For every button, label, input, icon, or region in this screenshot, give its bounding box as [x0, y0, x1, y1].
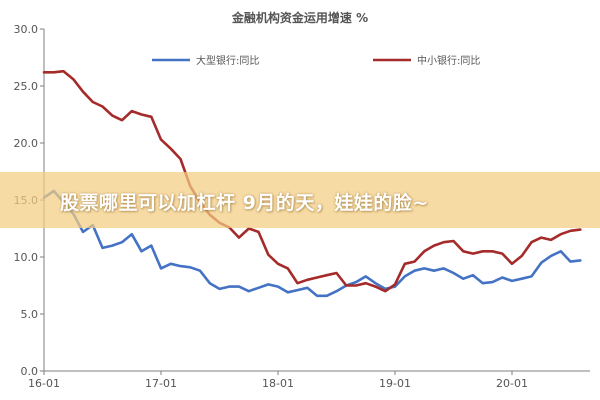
- x-tick-label: 18-01: [262, 377, 294, 390]
- y-tick-label: 20.0: [14, 137, 39, 150]
- overlay-text: 股票哪里可以加杠杆 9月的天，娃娃的脸~: [60, 192, 429, 214]
- series-line-1: [42, 189, 582, 298]
- y-tick-label: 25.0: [14, 80, 39, 93]
- y-tick-label: 10.0: [14, 251, 39, 264]
- legend-label-2: 中小银行:同比: [417, 54, 480, 67]
- y-tick-label: 5.0: [21, 308, 39, 321]
- chart-title: 金融机构资金运用增速 %: [231, 10, 368, 25]
- series-line-2: [42, 69, 582, 293]
- x-tick-label: 20-01: [496, 377, 528, 390]
- x-tick-label: 19-01: [379, 377, 411, 390]
- legend-label-1: 大型银行:同比: [196, 54, 259, 67]
- y-tick-label: 30.0: [14, 23, 39, 36]
- x-tick-label: 16-01: [28, 377, 60, 390]
- overlay-banner: [0, 172, 600, 228]
- y-tick-label: 0.0: [21, 365, 39, 378]
- x-tick-label: 17-01: [145, 377, 177, 390]
